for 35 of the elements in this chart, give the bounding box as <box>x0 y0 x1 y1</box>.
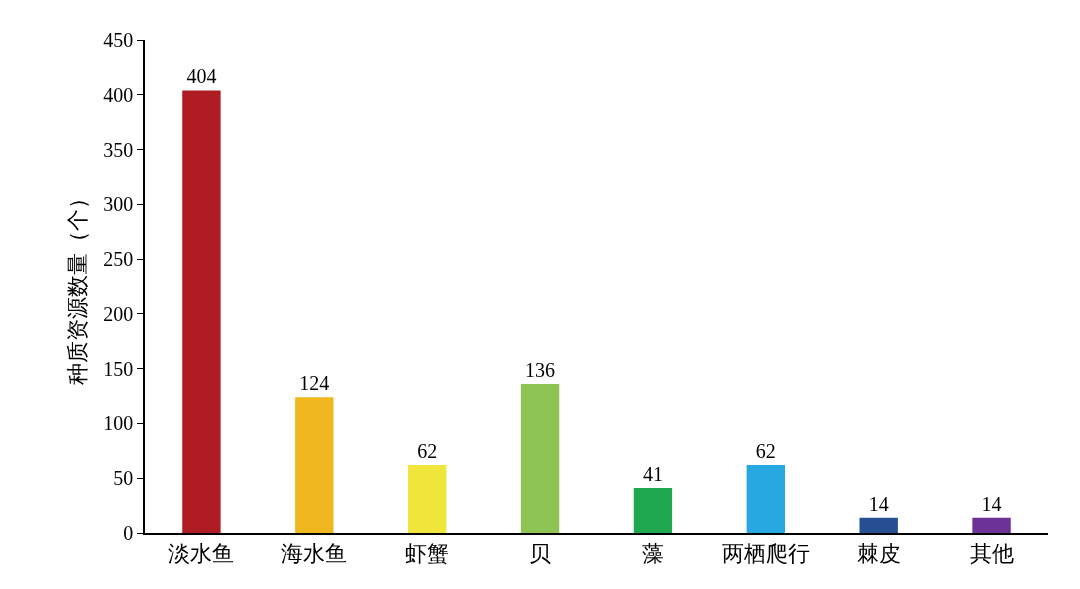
bar <box>408 465 447 533</box>
y-tick-label: 100 <box>103 412 134 435</box>
x-tick-label: 淡水鱼 <box>168 541 235 567</box>
bar <box>295 397 334 533</box>
data-label: 404 <box>186 65 217 88</box>
y-axis-title: 种质资源数量（个） <box>64 187 90 386</box>
x-tick-label: 两栖爬行 <box>721 541 810 567</box>
bar <box>746 465 785 533</box>
y-tick-label: 200 <box>103 302 134 325</box>
bar <box>633 488 673 533</box>
y-tick-label: 450 <box>103 29 134 51</box>
data-label: 124 <box>299 372 330 395</box>
data-label: 62 <box>755 440 776 463</box>
data-label: 62 <box>417 440 438 463</box>
x-tick-label: 藻 <box>641 541 664 567</box>
bar <box>972 517 1011 533</box>
data-label: 14 <box>981 492 1002 515</box>
data-label: 41 <box>642 463 663 486</box>
x-tick-label: 其他 <box>969 541 1014 567</box>
data-label: 14 <box>868 492 889 515</box>
bar <box>520 384 560 533</box>
y-tick-label: 350 <box>103 138 134 161</box>
bar <box>182 90 221 533</box>
y-tick-label: 250 <box>103 248 134 271</box>
y-tick-label: 0 <box>123 522 134 544</box>
bar <box>859 517 898 533</box>
y-tick-label: 400 <box>103 83 134 106</box>
x-tick-label: 贝 <box>529 541 552 567</box>
y-tick-label: 50 <box>113 467 134 490</box>
y-tick-label: 300 <box>103 193 134 216</box>
x-tick-label: 虾蟹 <box>405 541 450 567</box>
x-tick-label: 棘皮 <box>856 541 901 567</box>
x-tick-label: 海水鱼 <box>281 541 348 567</box>
data-label: 136 <box>525 359 556 381</box>
y-tick-label: 150 <box>103 357 134 380</box>
